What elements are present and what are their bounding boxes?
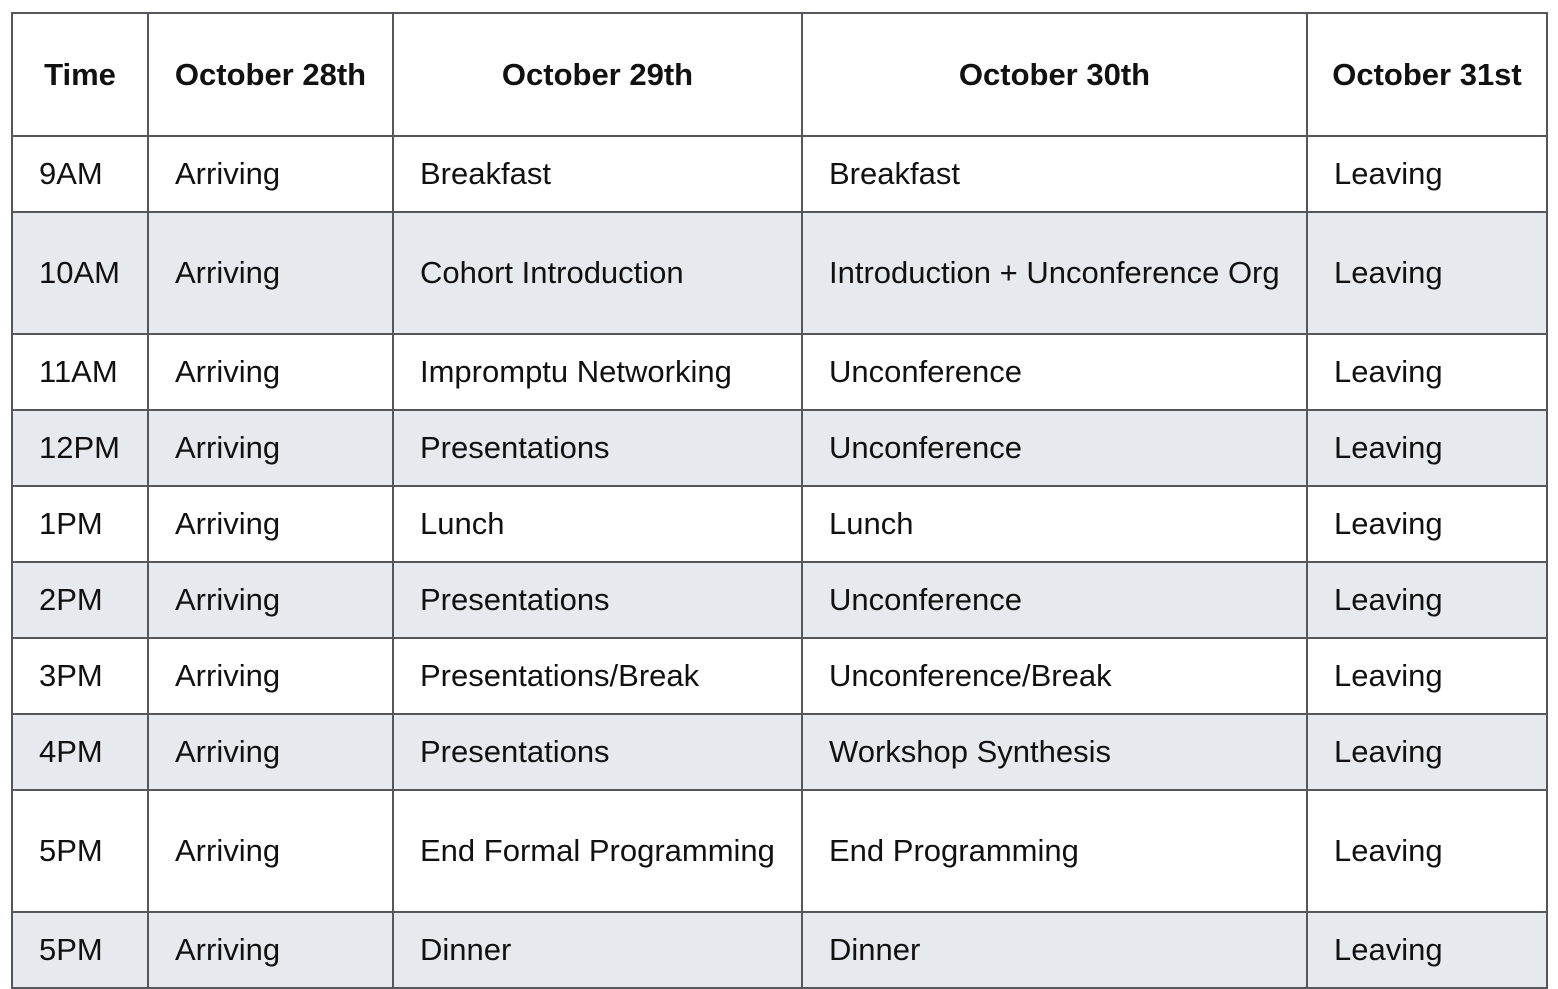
oct31-cell: Leaving: [1306, 911, 1548, 989]
oct31-cell: Leaving: [1306, 409, 1548, 487]
oct30-cell: Unconference/Break: [801, 637, 1308, 715]
table-row: 12PM Arriving Presentations Unconference…: [11, 409, 1548, 487]
oct30-cell: Unconference: [801, 409, 1308, 487]
schedule-table: Time October 28th October 29th October 3…: [11, 12, 1548, 989]
oct28-cell: Arriving: [147, 333, 394, 411]
time-cell: 5PM: [11, 911, 149, 989]
oct30-cell: Dinner: [801, 911, 1308, 989]
oct29-cell: End Formal Programming: [392, 789, 803, 913]
oct30-cell: Breakfast: [801, 135, 1308, 213]
oct31-cell: Leaving: [1306, 485, 1548, 563]
oct29-cell: Presentations: [392, 561, 803, 639]
oct29-cell: Lunch: [392, 485, 803, 563]
table-row: 5PM Arriving Dinner Dinner Leaving: [11, 911, 1548, 989]
schedule-container: Time October 28th October 29th October 3…: [11, 12, 1548, 989]
oct28-cell: Arriving: [147, 485, 394, 563]
oct31-cell: Leaving: [1306, 135, 1548, 213]
oct29-cell: Breakfast: [392, 135, 803, 213]
oct28-cell: Arriving: [147, 911, 394, 989]
oct28-cell: Arriving: [147, 561, 394, 639]
oct31-cell: Leaving: [1306, 637, 1548, 715]
oct29-cell: Cohort Introduction: [392, 211, 803, 335]
table-row: 4PM Arriving Presentations Workshop Synt…: [11, 713, 1548, 791]
time-cell: 11AM: [11, 333, 149, 411]
time-cell: 5PM: [11, 789, 149, 913]
table-row: 3PM Arriving Presentations/Break Unconfe…: [11, 637, 1548, 715]
header-row: Time October 28th October 29th October 3…: [11, 12, 1548, 137]
table-row: 5PM Arriving End Formal Programming End …: [11, 789, 1548, 913]
header-october-30: October 30th: [801, 12, 1308, 137]
oct30-cell: Introduction + Unconference Org: [801, 211, 1308, 335]
header-october-31: October 31st: [1306, 12, 1548, 137]
oct28-cell: Arriving: [147, 409, 394, 487]
time-cell: 4PM: [11, 713, 149, 791]
oct29-cell: Dinner: [392, 911, 803, 989]
oct31-cell: Leaving: [1306, 561, 1548, 639]
time-cell: 12PM: [11, 409, 149, 487]
oct30-cell: Unconference: [801, 561, 1308, 639]
header-time: Time: [11, 12, 149, 137]
header-october-29: October 29th: [392, 12, 803, 137]
oct30-cell: Unconference: [801, 333, 1308, 411]
oct28-cell: Arriving: [147, 789, 394, 913]
oct29-cell: Presentations: [392, 409, 803, 487]
table-row: 2PM Arriving Presentations Unconference …: [11, 561, 1548, 639]
oct30-cell: Lunch: [801, 485, 1308, 563]
header-october-28: October 28th: [147, 12, 394, 137]
time-cell: 3PM: [11, 637, 149, 715]
oct28-cell: Arriving: [147, 637, 394, 715]
time-cell: 1PM: [11, 485, 149, 563]
oct29-cell: Presentations/Break: [392, 637, 803, 715]
oct31-cell: Leaving: [1306, 789, 1548, 913]
time-cell: 9AM: [11, 135, 149, 213]
oct31-cell: Leaving: [1306, 211, 1548, 335]
oct28-cell: Arriving: [147, 713, 394, 791]
oct30-cell: End Programming: [801, 789, 1308, 913]
table-row: 11AM Arriving Impromptu Networking Uncon…: [11, 333, 1548, 411]
table-row: 1PM Arriving Lunch Lunch Leaving: [11, 485, 1548, 563]
oct28-cell: Arriving: [147, 135, 394, 213]
table-row: 9AM Arriving Breakfast Breakfast Leaving: [11, 135, 1548, 213]
oct31-cell: Leaving: [1306, 713, 1548, 791]
oct28-cell: Arriving: [147, 211, 394, 335]
time-cell: 2PM: [11, 561, 149, 639]
oct31-cell: Leaving: [1306, 333, 1548, 411]
oct29-cell: Presentations: [392, 713, 803, 791]
time-cell: 10AM: [11, 211, 149, 335]
oct29-cell: Impromptu Networking: [392, 333, 803, 411]
table-row: 10AM Arriving Cohort Introduction Introd…: [11, 211, 1548, 335]
oct30-cell: Workshop Synthesis: [801, 713, 1308, 791]
